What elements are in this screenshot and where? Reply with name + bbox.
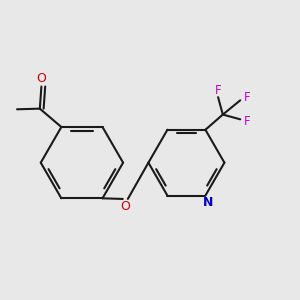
Text: F: F <box>215 84 221 97</box>
Text: O: O <box>37 72 46 85</box>
Text: O: O <box>120 200 130 213</box>
Text: F: F <box>244 115 250 128</box>
Text: N: N <box>203 196 213 209</box>
Text: F: F <box>244 91 250 104</box>
